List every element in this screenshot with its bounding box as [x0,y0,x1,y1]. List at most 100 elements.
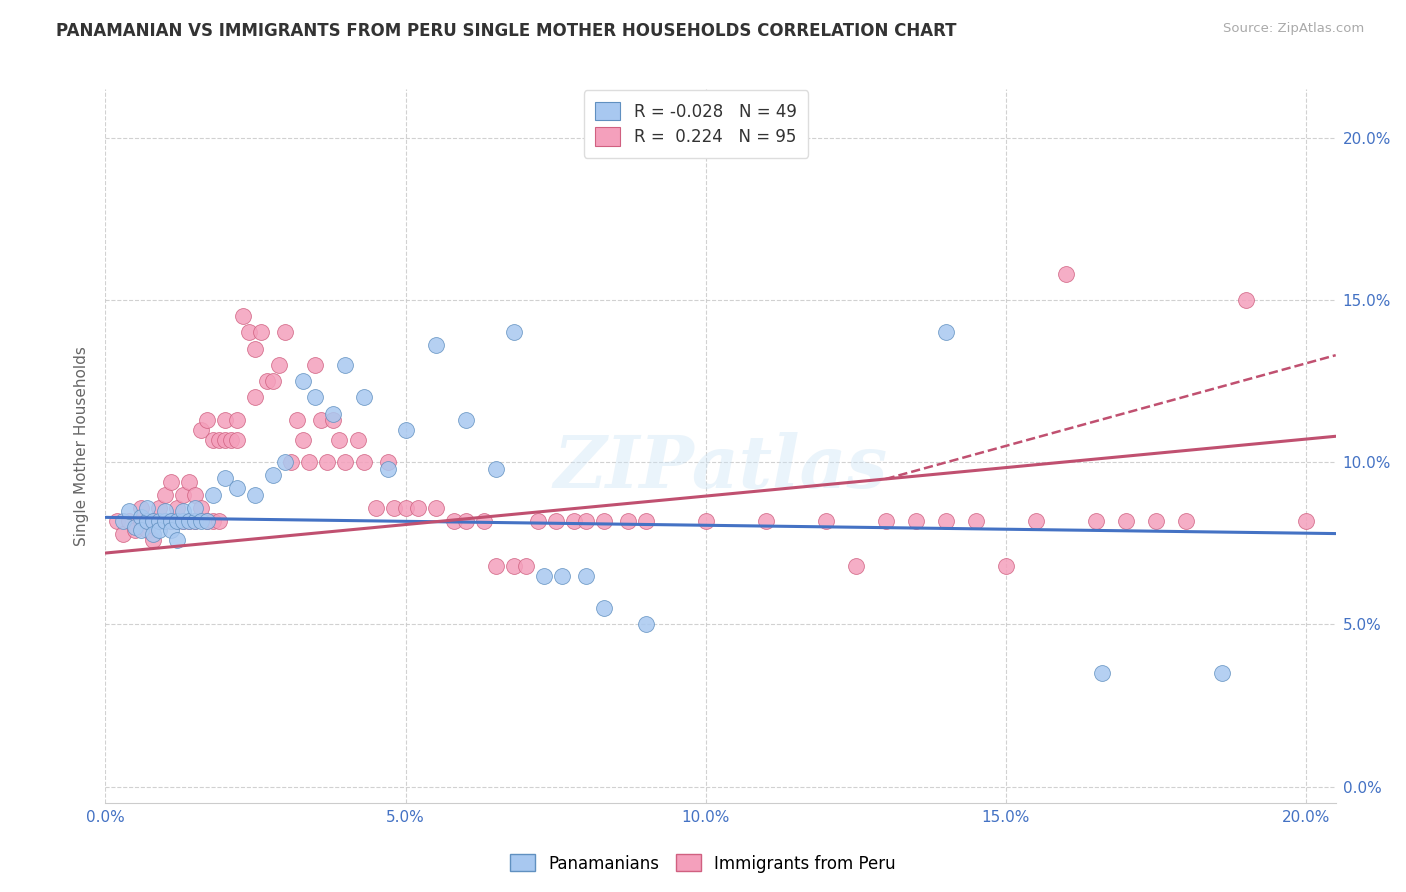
Point [1091,666,1114,681]
Point [845,559,868,574]
Point [208,514,231,528]
Point [245,390,267,404]
Point [245,488,267,502]
Point [472,514,495,528]
Point [377,455,399,469]
Point [226,481,249,495]
Point [346,433,368,447]
Point [172,504,194,518]
Point [322,407,344,421]
Point [208,433,231,447]
Point [425,500,447,515]
Point [335,455,357,469]
Point [1234,293,1257,307]
Point [179,475,201,489]
Point [394,500,416,515]
Point [935,514,957,528]
Point [263,374,285,388]
Y-axis label: Single Mother Households: Single Mother Households [73,346,89,546]
Point [226,413,249,427]
Point [136,514,159,528]
Point [377,461,399,475]
Point [574,514,596,528]
Point [1115,514,1137,528]
Point [197,514,219,528]
Point [443,514,465,528]
Point [131,500,153,515]
Point [142,533,165,547]
Point [353,390,375,404]
Point [1174,514,1197,528]
Point [1144,514,1167,528]
Point [148,500,170,515]
Point [166,533,188,547]
Point [695,514,717,528]
Point [202,514,225,528]
Point [118,514,141,528]
Point [250,326,273,340]
Legend: R = -0.028   N = 49, R =  0.224   N = 95: R = -0.028 N = 49, R = 0.224 N = 95 [583,90,808,158]
Point [184,488,207,502]
Point [245,342,267,356]
Point [124,524,146,538]
Point [131,514,153,528]
Point [425,338,447,352]
Point [148,514,170,528]
Point [1025,514,1047,528]
Point [1084,514,1107,528]
Point [292,374,315,388]
Text: PANAMANIAN VS IMMIGRANTS FROM PERU SINGLE MOTHER HOUSEHOLDS CORRELATION CHART: PANAMANIAN VS IMMIGRANTS FROM PERU SINGL… [56,22,956,40]
Point [118,504,141,518]
Text: ZIPatlas: ZIPatlas [554,432,887,503]
Point [454,413,477,427]
Point [533,568,555,582]
Point [935,326,957,340]
Point [136,524,159,538]
Point [364,500,387,515]
Point [202,433,225,447]
Point [274,455,297,469]
Point [875,514,897,528]
Point [214,433,236,447]
Point [112,526,135,541]
Point [160,514,183,528]
Point [148,524,170,538]
Point [226,433,249,447]
Point [124,520,146,534]
Point [160,475,183,489]
Point [335,358,357,372]
Point [311,413,333,427]
Point [155,488,177,502]
Point [592,601,614,615]
Point [994,559,1017,574]
Point [190,500,212,515]
Point [142,526,165,541]
Point [484,461,506,475]
Point [406,500,429,515]
Point [304,358,326,372]
Point [382,500,405,515]
Point [353,455,375,469]
Point [274,326,297,340]
Point [1295,514,1317,528]
Point [634,514,657,528]
Point [112,514,135,528]
Point [172,488,194,502]
Point [238,326,260,340]
Point [136,514,159,528]
Point [562,514,585,528]
Point [172,514,194,528]
Point [616,514,638,528]
Point [190,423,212,437]
Point [328,433,350,447]
Point [322,413,344,427]
Point [166,514,188,528]
Point [160,514,183,528]
Point [484,559,506,574]
Point [221,433,243,447]
Point [202,488,225,502]
Point [280,455,302,469]
Point [515,559,537,574]
Point [634,617,657,632]
Point [574,568,596,582]
